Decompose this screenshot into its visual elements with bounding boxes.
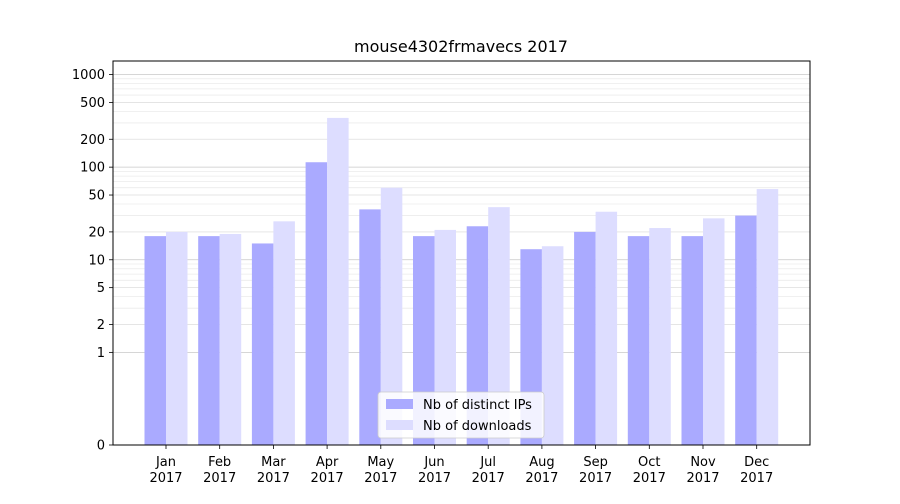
x-tick-label-year: 2017 bbox=[364, 471, 397, 486]
bar-distinct-ips-mar bbox=[251, 243, 274, 445]
legend-label: Nb of downloads bbox=[423, 419, 532, 434]
y-tick-label: 1 bbox=[97, 346, 105, 361]
bar-distinct-ips-oct bbox=[627, 236, 650, 445]
legend-box bbox=[377, 391, 545, 439]
legend: Nb of distinct IPs Nb of downloads bbox=[377, 391, 545, 439]
x-tick-label-year: 2017 bbox=[311, 471, 344, 486]
y-tick-label: 5 bbox=[97, 281, 105, 296]
y-tick-label: 100 bbox=[80, 161, 105, 176]
y-tick-label: 1000 bbox=[72, 68, 105, 83]
legend-swatch bbox=[386, 399, 413, 409]
bar-downloads-oct bbox=[649, 228, 671, 445]
bar-downloads-sep bbox=[595, 211, 618, 445]
x-tick-label-year: 2017 bbox=[472, 471, 505, 486]
bar-downloads-dec bbox=[756, 189, 779, 445]
x-tick-label-month: Nov bbox=[690, 455, 716, 470]
bar-distinct-ips-may bbox=[359, 209, 381, 445]
x-axis: Jan2017Feb2017Mar2017Apr2017May2017Jun20… bbox=[149, 445, 773, 486]
plot-frame bbox=[112, 60, 811, 446]
bar-downloads-jul bbox=[488, 207, 510, 445]
y-axis: 0 1 2 5 10 20 50 100 200 500 1000 bbox=[72, 68, 113, 454]
bar-downloads-may bbox=[380, 187, 403, 445]
x-tick-label-month: Jun bbox=[423, 455, 444, 470]
x-tick-label-month: Jul bbox=[479, 455, 496, 470]
bar-distinct-ips-jul bbox=[466, 226, 489, 445]
x-tick-label-year: 2017 bbox=[525, 471, 558, 486]
bar-distinct-ips-apr bbox=[305, 162, 328, 445]
x-tick-label-month: Feb bbox=[208, 455, 231, 470]
x-tick-label-year: 2017 bbox=[633, 471, 666, 486]
x-tick-label-month: Aug bbox=[529, 455, 554, 470]
y-tick-label: 200 bbox=[80, 133, 105, 148]
x-tick-label-year: 2017 bbox=[149, 471, 182, 486]
x-tick-label-year: 2017 bbox=[418, 471, 451, 486]
chart-title: mouse4302frmavecs 2017 bbox=[354, 37, 568, 56]
x-tick-label-month: Oct bbox=[638, 455, 660, 470]
x-tick-label-year: 2017 bbox=[740, 471, 773, 486]
bar-downloads-mar bbox=[273, 221, 295, 445]
x-tick-label-month: Sep bbox=[583, 455, 608, 470]
bar-distinct-ips-jan bbox=[144, 236, 166, 445]
y-tick-label: 500 bbox=[80, 96, 105, 111]
bar-distinct-ips-nov bbox=[681, 236, 703, 445]
x-tick-label-year: 2017 bbox=[579, 471, 612, 486]
x-tick-label-month: May bbox=[367, 455, 394, 470]
bar-downloads-aug bbox=[541, 246, 564, 445]
y-tick-label: 50 bbox=[88, 189, 105, 204]
bar-downloads-jan bbox=[166, 231, 188, 445]
x-tick-label-month: Jan bbox=[155, 455, 176, 470]
y-tick-label: 10 bbox=[88, 253, 105, 268]
x-tick-label-month: Mar bbox=[261, 455, 286, 470]
x-tick-label-year: 2017 bbox=[203, 471, 236, 486]
x-tick-label-year: 2017 bbox=[257, 471, 290, 486]
y-tick-label: 0 bbox=[97, 439, 105, 454]
bar-downloads-nov bbox=[703, 218, 725, 445]
legend-label: Nb of distinct IPs bbox=[423, 398, 532, 413]
bar-distinct-ips-sep bbox=[574, 231, 596, 445]
bar-downloads-feb bbox=[219, 233, 242, 445]
x-tick-label-month: Dec bbox=[744, 455, 769, 470]
y-tick-label: 20 bbox=[88, 225, 105, 240]
legend-swatch bbox=[386, 420, 413, 430]
bar-distinct-ips-dec bbox=[735, 215, 757, 445]
bar-downloads-jun bbox=[434, 229, 456, 445]
bar-distinct-ips-feb bbox=[198, 236, 220, 445]
x-tick-label-month: Apr bbox=[316, 455, 339, 470]
bar-downloads-apr bbox=[327, 117, 349, 445]
x-tick-label-year: 2017 bbox=[686, 471, 719, 486]
y-tick-label: 2 bbox=[97, 318, 105, 333]
